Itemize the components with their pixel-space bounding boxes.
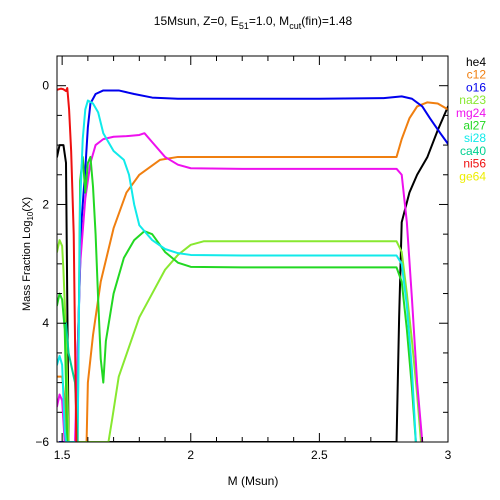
x-tick-label: 2.5 (311, 448, 328, 462)
chart-title: 15Msun, Z=0, E51=1.0, Mcut(fin)=1.48 (154, 14, 353, 31)
legend-entry-ca40: ca40 (460, 144, 486, 158)
y-axis-label-suffix: (X) (21, 197, 33, 212)
x-tick-label: 1.5 (54, 448, 71, 462)
series-line-o16 (58, 89, 448, 442)
legend-entry-c12: c12 (467, 68, 487, 82)
legend-entry-ge64: ge64 (459, 169, 486, 183)
legend-entry-o16: o16 (466, 80, 486, 94)
y-tick-label: 4 (42, 316, 49, 330)
legend-entry-na23: na23 (459, 93, 486, 107)
y-tick-label: 0 (42, 79, 49, 93)
chart-title-e-subscript: 51 (239, 21, 249, 31)
legend-entry-ni56: ni56 (463, 157, 486, 171)
y-axis-label-subscript: 10 (26, 211, 35, 220)
axes-layer: 1.5 2 2.5 3 0 2 4 −6 (35, 55, 452, 462)
legend-entry-al27: al27 (463, 119, 486, 133)
y-axis-label-prefix: Mass Fraction Log (21, 221, 33, 311)
series-line-c12 (57, 101, 448, 442)
chart-title-prefix: 15Msun, Z=0, E (154, 14, 239, 28)
chart-title-suffix: (fin)=1.48 (301, 14, 352, 28)
chart-title-m-subscript: cut (289, 21, 302, 31)
chart-title-middle: =1.0, M (249, 14, 289, 28)
series-layer (57, 87, 448, 442)
plot-frame (56, 55, 449, 443)
x-tick-label: 2 (187, 448, 194, 462)
x-axis-label: M (Msun) (228, 474, 279, 488)
legend-entry-mg24: mg24 (456, 106, 486, 120)
y-tick-label: −6 (35, 435, 49, 449)
legend-entry-si28: si28 (464, 131, 486, 145)
y-axis-label: Mass Fraction Log10(X) (21, 197, 35, 311)
series-line-he4 (57, 105, 448, 442)
x-tick-label: 3 (445, 448, 452, 462)
series-line-ni56 (57, 87, 78, 442)
legend-entry-he4: he4 (466, 55, 486, 69)
y-tick-label: 2 (42, 197, 49, 211)
series-line-si28 (57, 99, 417, 442)
